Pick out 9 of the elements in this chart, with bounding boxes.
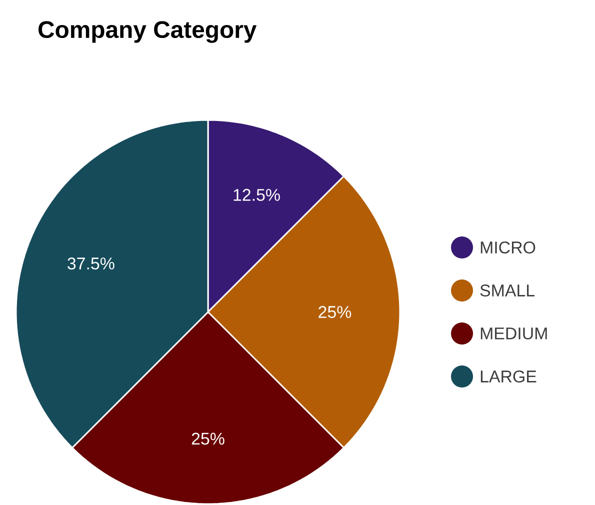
legend-label: LARGE [480, 370, 536, 383]
data-label: 37.5% [68, 258, 114, 270]
data-label: 12.5% [234, 189, 280, 202]
data-label: 25% [192, 432, 224, 445]
legend-label: MEDIUM [480, 328, 547, 340]
legend-label: MICRO [480, 242, 536, 254]
data-label: 25% [318, 306, 352, 318]
chart-title: Company Category [38, 21, 257, 44]
legend-label: SMALL [480, 284, 534, 297]
